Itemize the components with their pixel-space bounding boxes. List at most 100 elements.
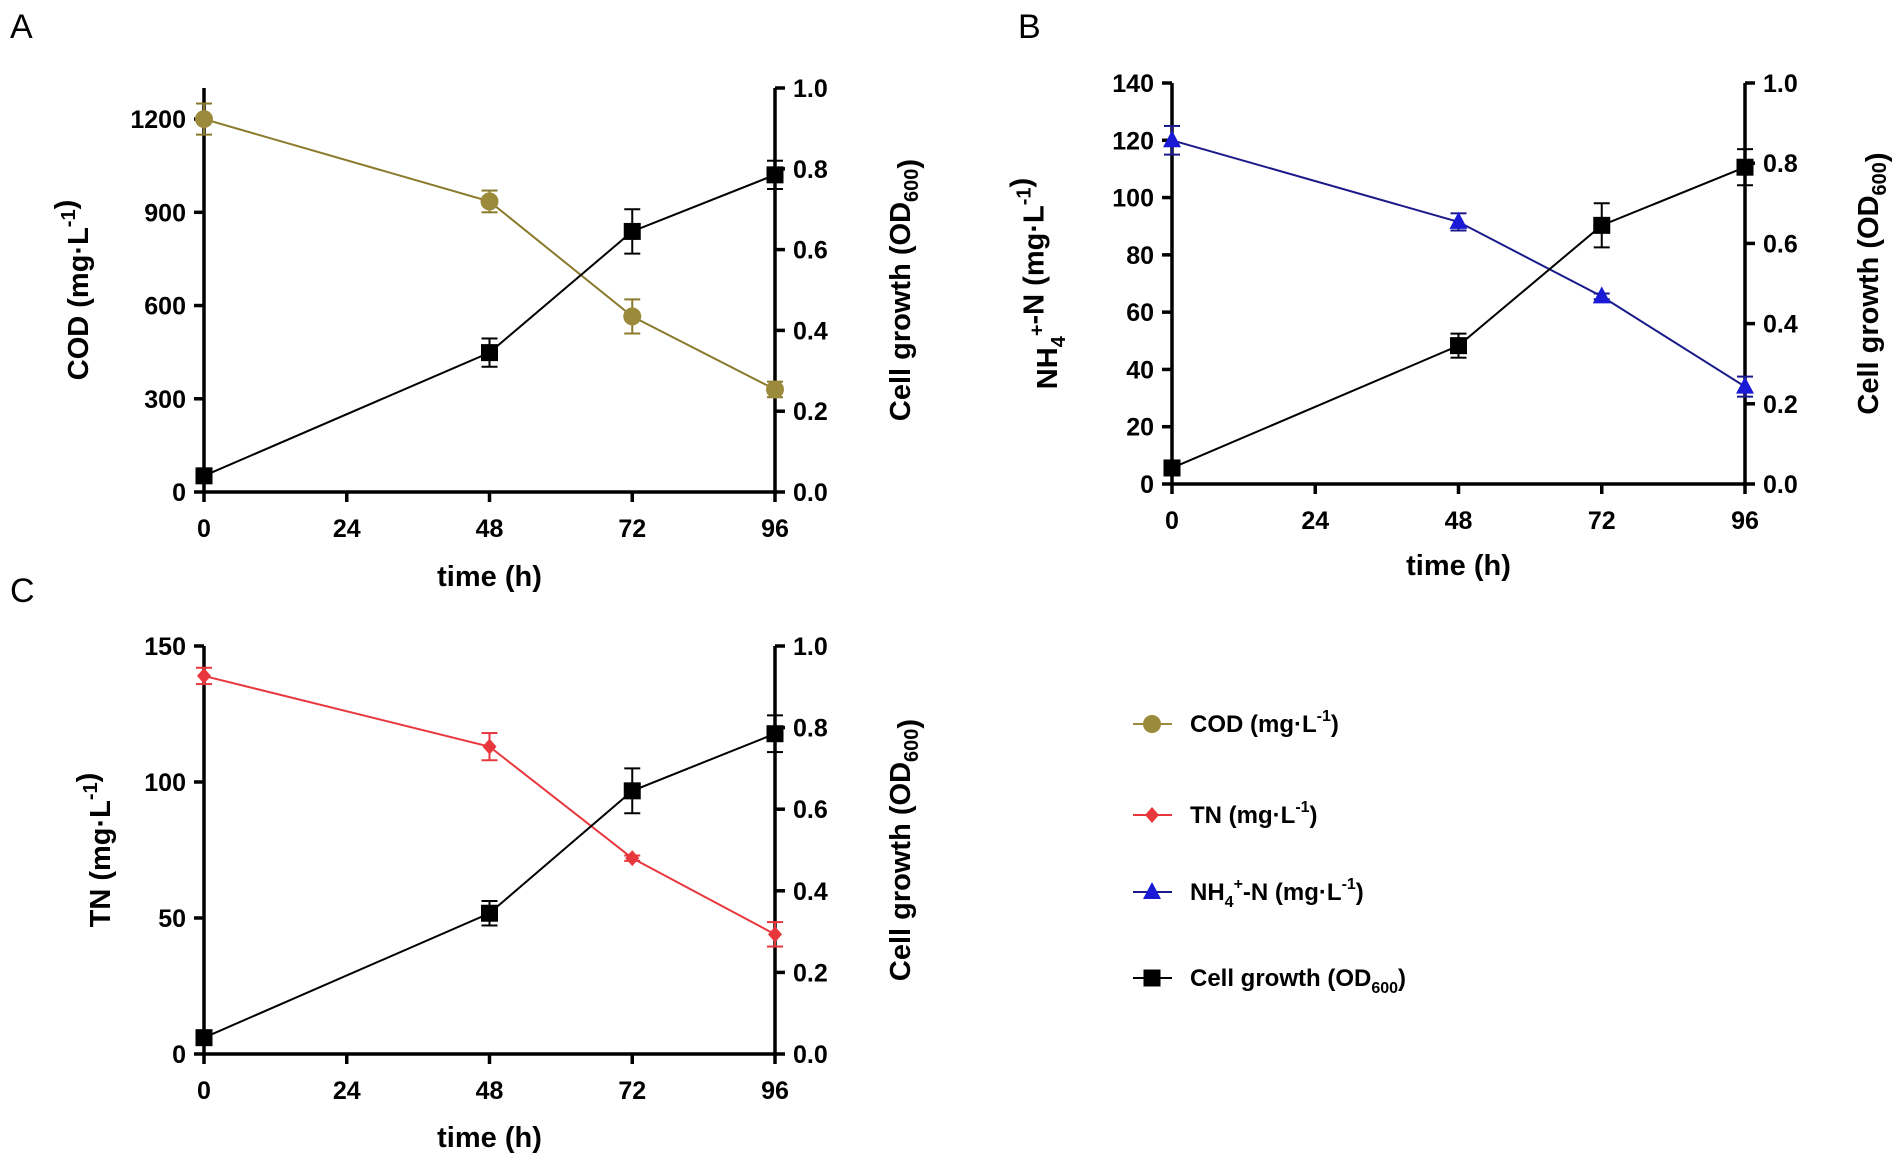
data-point bbox=[1163, 459, 1181, 477]
x-axis-label: time (h) bbox=[1406, 550, 1511, 582]
data-point bbox=[197, 667, 211, 684]
legend-item: NH4+-N (mg·L-1) bbox=[1133, 876, 1364, 911]
x-tick-label: 48 bbox=[476, 1077, 504, 1105]
legend-item: Cell growth (OD600) bbox=[1133, 965, 1406, 997]
y-axis-right-label: Cell growth (OD600) bbox=[1853, 152, 1893, 414]
y-right-tick-label: 1.0 bbox=[1763, 70, 1798, 98]
series-line bbox=[203, 118, 776, 391]
y-left-tick-label: 0 bbox=[1140, 471, 1154, 499]
legend-label: TN (mg·L-1) bbox=[1190, 799, 1318, 829]
data-point bbox=[1736, 158, 1754, 176]
legend: COD (mg·L-1) TN (mg·L-1) NH4+-N (mg·L-1) Ce… bbox=[1133, 708, 1406, 997]
y-left-tick-label: 60 bbox=[1126, 299, 1154, 327]
y-left-tick-label: 80 bbox=[1126, 242, 1154, 270]
data-point bbox=[481, 344, 498, 362]
data-point bbox=[766, 380, 784, 399]
x-tick-label: 0 bbox=[1165, 507, 1179, 535]
y-right-tick-label: 0.6 bbox=[793, 237, 828, 265]
y-axis-left-label: COD (mg·L-1) bbox=[50, 200, 95, 381]
y-right-tick-label: 0.8 bbox=[1763, 150, 1798, 178]
data-point bbox=[195, 1029, 213, 1047]
series-line bbox=[203, 173, 776, 477]
legend-marker bbox=[1145, 807, 1159, 823]
y-right-tick-label: 0.6 bbox=[793, 796, 828, 824]
x-tick-label: 96 bbox=[1731, 507, 1759, 535]
data-point bbox=[768, 926, 782, 943]
panel-C: C 0 24 48 72 96 0 50 100 150 0.0 0.2 0.4 0.6 0.8 1.0 tim… bbox=[10, 572, 925, 1154]
legend-label: NH4+-N (mg·L-1) bbox=[1190, 876, 1364, 911]
data-point bbox=[766, 166, 784, 184]
x-tick-label: 0 bbox=[197, 1077, 211, 1105]
x-axis-label: time (h) bbox=[437, 561, 542, 593]
y-left-tick-label: 150 bbox=[144, 633, 186, 661]
series-square bbox=[195, 714, 784, 1047]
y-left-tick-label: 120 bbox=[1112, 127, 1154, 155]
y-axis-right-label: Cell growth (OD600) bbox=[885, 159, 925, 421]
data-point bbox=[1163, 130, 1181, 148]
y-left-tick-label: 100 bbox=[1112, 185, 1154, 213]
series-circle bbox=[195, 102, 784, 399]
data-point bbox=[1450, 337, 1467, 355]
y-right-tick-label: 1.0 bbox=[793, 75, 828, 103]
panel-label: C bbox=[10, 572, 35, 610]
x-tick-label: 96 bbox=[761, 515, 789, 543]
series-line bbox=[1171, 139, 1746, 388]
x-tick-label: 72 bbox=[618, 515, 646, 543]
y-right-tick-label: 0.8 bbox=[793, 715, 828, 743]
x-tick-label: 48 bbox=[476, 515, 504, 543]
series-line bbox=[203, 674, 776, 936]
y-left-tick-label: 50 bbox=[158, 905, 186, 933]
y-right-tick-label: 0.0 bbox=[793, 479, 828, 507]
legend-marker bbox=[1143, 969, 1161, 987]
x-tick-label: 72 bbox=[618, 1077, 646, 1105]
legend-marker bbox=[1143, 882, 1161, 899]
x-tick-label: 96 bbox=[761, 1077, 789, 1105]
data-point bbox=[195, 467, 213, 485]
panel-label: B bbox=[1018, 8, 1041, 46]
data-point bbox=[195, 110, 213, 129]
y-axis-right-label: Cell growth (OD600) bbox=[885, 719, 925, 981]
y-right-tick-label: 0.2 bbox=[793, 398, 828, 426]
x-tick-label: 24 bbox=[333, 1077, 361, 1105]
y-right-tick-label: 1.0 bbox=[793, 633, 828, 661]
y-left-tick-label: 300 bbox=[144, 386, 186, 414]
panel-label: A bbox=[10, 8, 33, 46]
y-right-tick-label: 0.0 bbox=[1763, 471, 1798, 499]
x-tick-label: 24 bbox=[1301, 507, 1329, 535]
series-triangle bbox=[1163, 124, 1754, 398]
series-line bbox=[1171, 166, 1746, 469]
legend-item: COD (mg·L-1) bbox=[1133, 708, 1339, 738]
legend-label: COD (mg·L-1) bbox=[1190, 708, 1339, 738]
panel-B: B 0 24 48 72 96 0 20 40 60 80 100 120 140 0.0 0.2 0.4 0.6… bbox=[1005, 8, 1893, 582]
data-point bbox=[1592, 286, 1611, 304]
data-point bbox=[482, 738, 497, 755]
data-point bbox=[623, 782, 641, 800]
series-line bbox=[203, 732, 776, 1039]
y-left-tick-label: 900 bbox=[144, 199, 186, 227]
x-tick-label: 72 bbox=[1588, 507, 1616, 535]
data-point bbox=[1736, 376, 1754, 394]
data-point bbox=[481, 904, 498, 922]
x-tick-label: 48 bbox=[1445, 507, 1473, 535]
y-right-tick-label: 0.0 bbox=[793, 1041, 828, 1069]
y-axis-left-label: TN (mg·L-1) bbox=[72, 773, 117, 928]
y-left-tick-label: 100 bbox=[144, 769, 186, 797]
y-right-tick-label: 0.6 bbox=[1763, 230, 1798, 258]
legend-item: TN (mg·L-1) bbox=[1133, 799, 1318, 829]
data-point bbox=[766, 725, 784, 743]
y-right-tick-label: 0.8 bbox=[793, 156, 828, 184]
panel-A: A 0 24 48 72 96 0 300 600 900 1200 0.0 0.2 0.4 0.6 0.8 1… bbox=[10, 8, 925, 593]
data-point bbox=[1593, 216, 1611, 234]
y-right-tick-label: 0.4 bbox=[793, 878, 828, 906]
y-left-tick-label: 1200 bbox=[130, 106, 186, 134]
y-right-tick-label: 0.2 bbox=[793, 959, 828, 987]
y-right-tick-label: 0.4 bbox=[793, 317, 828, 345]
y-right-tick-label: 0.2 bbox=[1763, 391, 1798, 419]
x-axis-label: time (h) bbox=[437, 1122, 542, 1154]
y-axis-left-label: NH4+-N (mg·L-1) bbox=[1005, 178, 1070, 389]
y-right-tick-label: 0.4 bbox=[1763, 311, 1798, 339]
y-left-tick-label: 20 bbox=[1126, 414, 1154, 442]
y-left-tick-label: 140 bbox=[1112, 70, 1154, 98]
y-left-tick-label: 600 bbox=[144, 293, 186, 321]
